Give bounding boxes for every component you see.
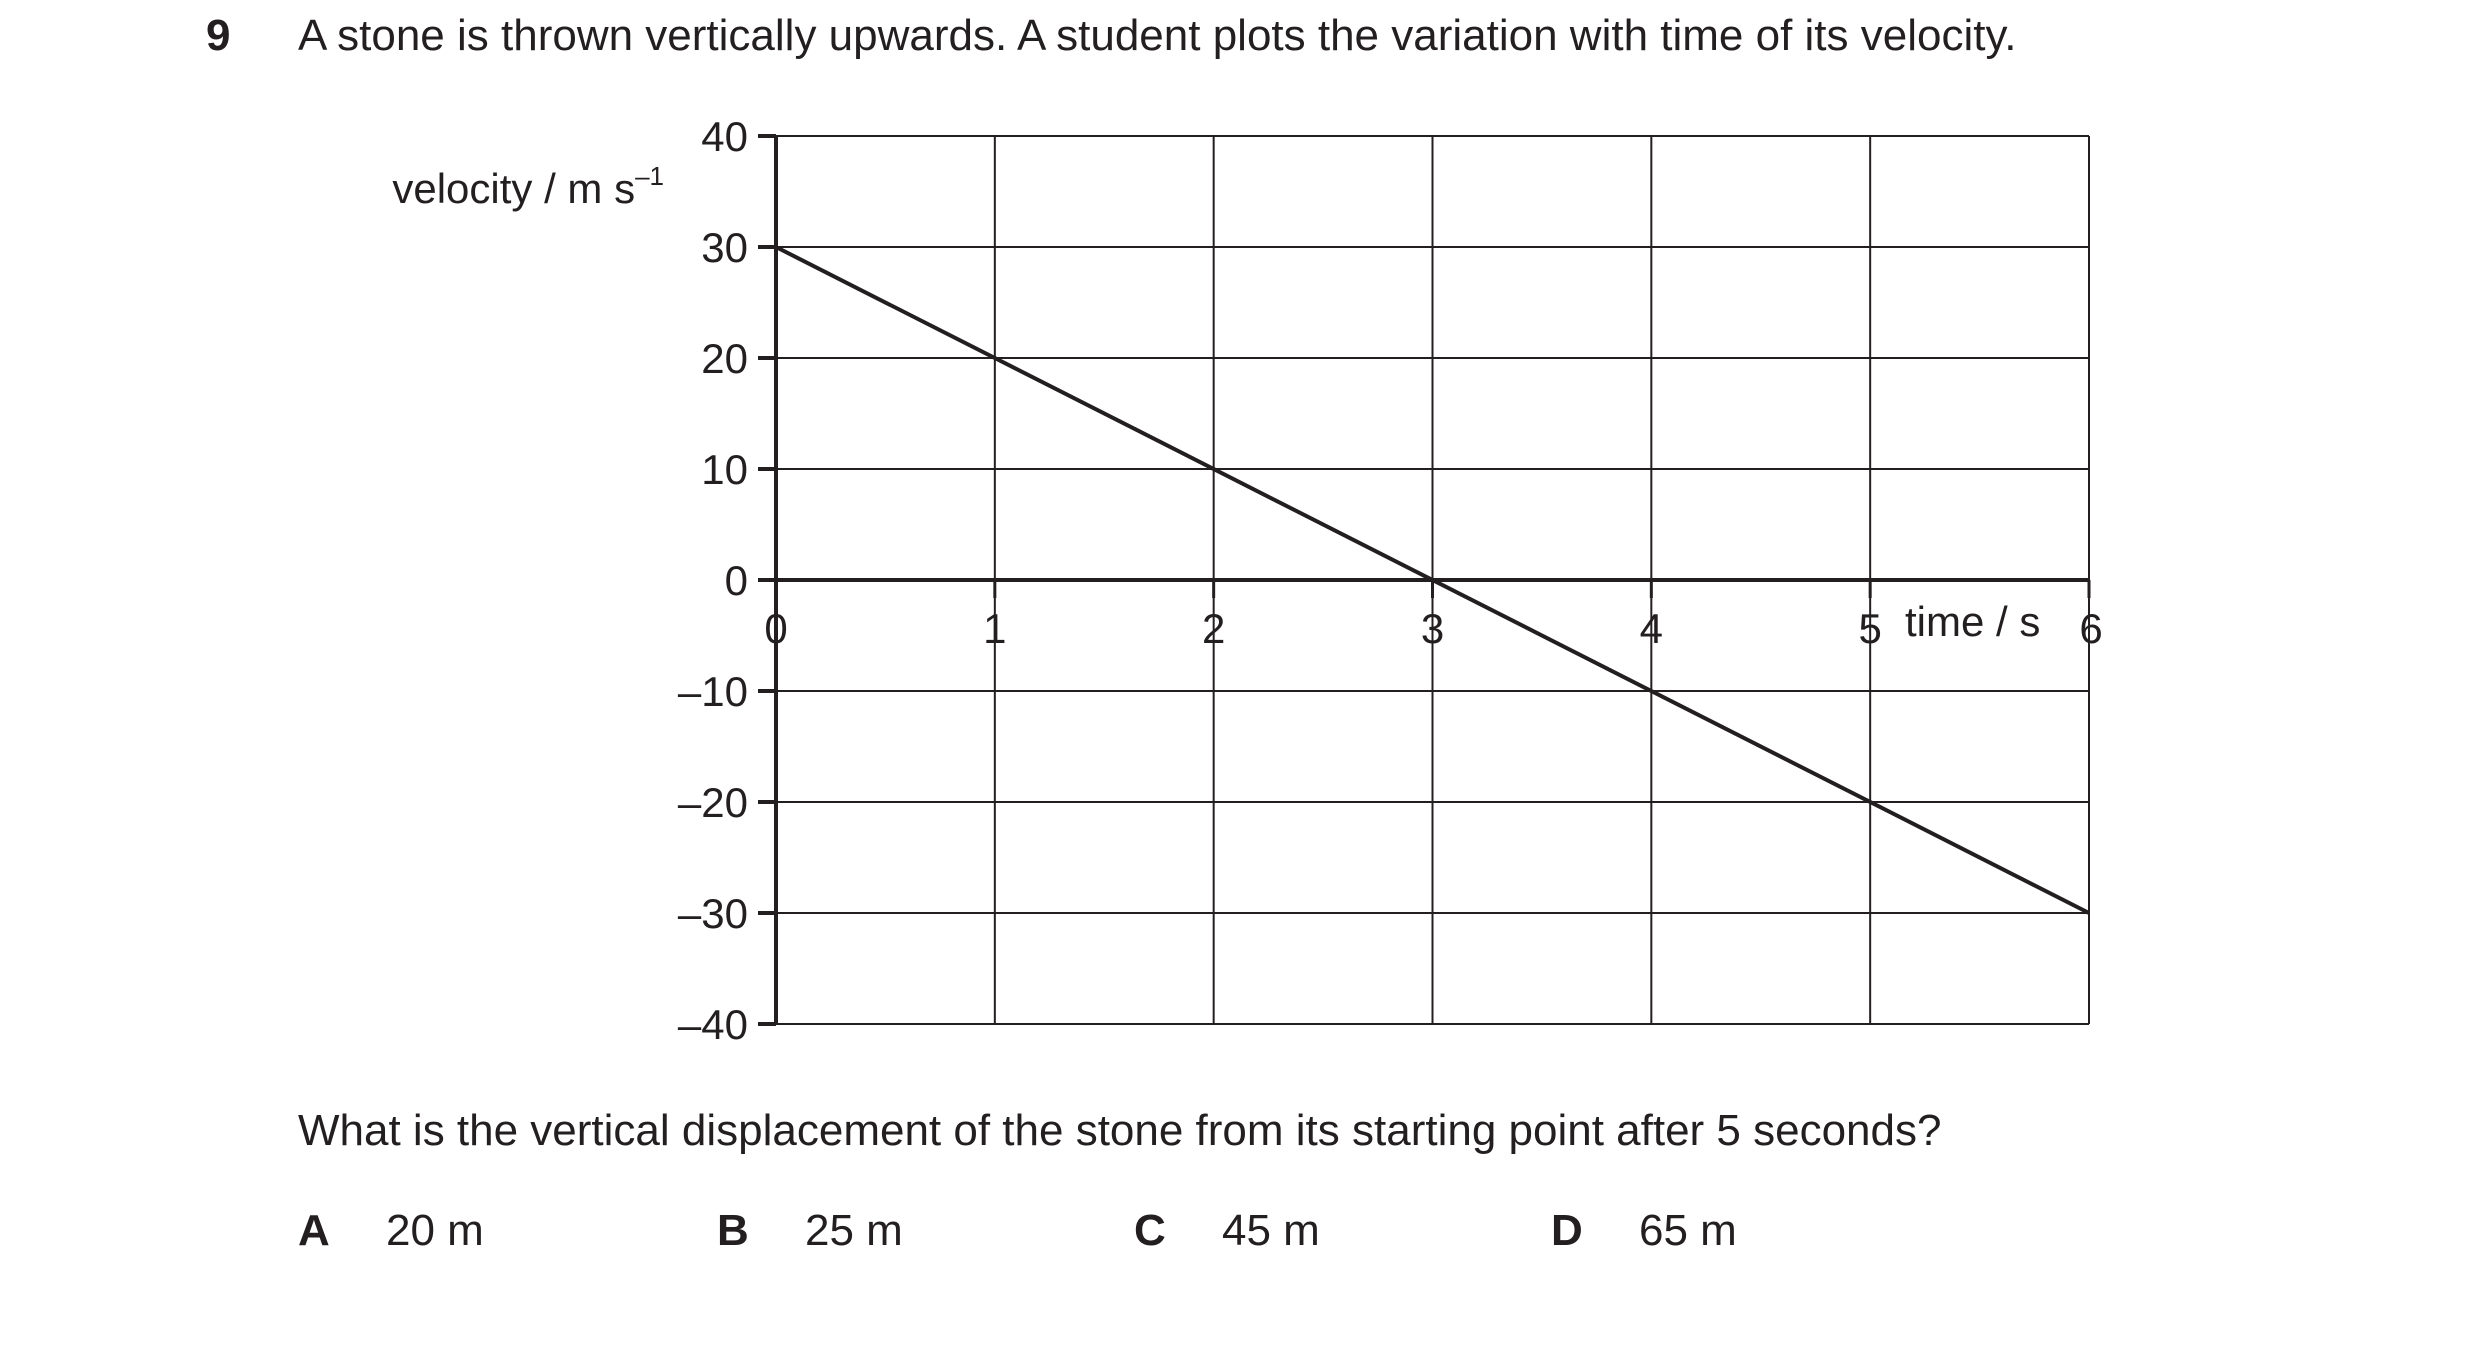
x-tick-label-5: 5 [1858,605,1881,652]
option-text: 25 m [805,1206,903,1255]
x-tick-label-6: 6 [2079,605,2102,652]
y-tick-label-6: –20 [678,779,748,826]
y-axis-label: velocity / m s–1 [392,161,664,212]
y-tick-label-4: 0 [725,557,748,604]
y-axis-label-superscript: –1 [635,161,664,191]
series [775,245,2090,915]
y-tick-label-3: 10 [701,446,748,493]
option-d[interactable]: D 65 m [1551,1203,1737,1259]
tick-marks [758,134,2091,1026]
x-tick-label-0: 0 [764,605,787,652]
question-stem: A stone is thrown vertically upwards. A … [298,11,2017,60]
x-axis-label: time / s [1905,598,2040,645]
option-letter: C [1134,1206,1166,1255]
question-number: 9 [206,11,231,60]
x-tick-labels: 0 1 2 3 4 5 6 [764,605,2102,652]
y-tick-label-7: –30 [678,890,748,937]
y-tick-label-8: –40 [678,1001,748,1048]
x-tick-label-4: 4 [1640,605,1663,652]
y-tick-label-0: 40 [701,113,748,160]
option-letter: D [1551,1206,1583,1255]
y-tick-label-5: –10 [678,668,748,715]
y-tick-label-1: 30 [701,224,748,271]
x-tick-label-1: 1 [983,605,1006,652]
y-tick-labels: 40 30 20 10 0 –10 –20 –30 –40 [678,113,748,1048]
option-letter: A [298,1206,330,1255]
series-line-0 [775,245,2090,915]
option-letter: B [717,1206,749,1255]
option-b[interactable]: B 25 m [717,1203,903,1259]
option-text: 65 m [1639,1206,1737,1255]
option-text: 20 m [386,1206,484,1255]
y-axis-label-text: velocity / m s [392,165,635,212]
option-text: 45 m [1222,1206,1320,1255]
x-tick-label-3: 3 [1421,605,1444,652]
question-prompt: What is the vertical displacement of the… [298,1106,1942,1155]
y-tick-label-2: 20 [701,335,748,382]
option-a[interactable]: A 20 m [298,1203,484,1259]
option-c[interactable]: C 45 m [1134,1203,1320,1259]
velocity-time-graph: 40 30 20 10 0 –10 –20 –30 –40 0 1 2 3 4 5 6 velocity /… [392,113,2102,1048]
x-tick-label-2: 2 [1202,605,1225,652]
